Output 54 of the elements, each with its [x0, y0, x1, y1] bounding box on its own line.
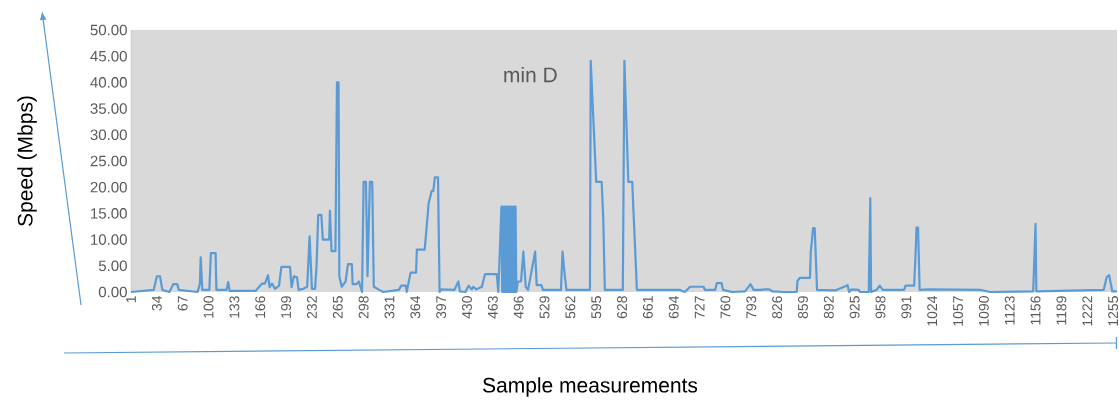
x-tick-label: 826 [772, 296, 783, 319]
x-tick-label: 67 [177, 296, 188, 311]
x-tick-label: 1222 [1082, 296, 1093, 326]
y-tick-label: 35.00 [90, 103, 127, 114]
y-tick-label: 20.00 [90, 181, 127, 193]
x-tick-label: 661 [642, 296, 653, 319]
x-tick-label: 1189 [1056, 296, 1067, 325]
x-tick-label: 727 [694, 296, 705, 319]
x-tick-label: 595 [591, 296, 602, 319]
x-tick-label: 232 [306, 296, 317, 319]
x-tick-label: 1057 [953, 296, 963, 326]
x-axis-title: Sample measurements [483, 377, 698, 397]
x-tick-label: 1090 [978, 296, 989, 326]
y-tick-label: 30.00 [90, 129, 127, 141]
y-tick-label: 0.00 [98, 286, 127, 298]
x-tick-label: 496 [513, 296, 524, 319]
x-tick-label: 628 [617, 296, 628, 319]
x-tick-label: 1024 [927, 295, 938, 326]
x-tick-label: 760 [720, 296, 731, 319]
x-tick-label: 331 [384, 296, 395, 319]
x-tick-label: 430 [462, 296, 472, 319]
y-axis-title: Speed (Mbps) [17, 96, 37, 226]
x-tick-label: 1156 [1030, 296, 1041, 325]
x-tick-label: 529 [539, 296, 550, 319]
y-tick-label: 5.00 [98, 260, 127, 272]
x-tick-label: 859 [797, 296, 808, 319]
y-tick-label: 15.00 [91, 208, 127, 219]
y-tick-label: 10.00 [91, 234, 127, 245]
x-tick-label: 364 [410, 295, 421, 319]
y-tick-label: 25.00 [90, 155, 127, 167]
x-tick-label: 1123 [1004, 296, 1015, 325]
x-tick-label: 892 [823, 296, 834, 319]
x-tick-label: 1 [126, 296, 136, 303]
x-tick-label: 133 [229, 296, 240, 318]
x-tick-label: 265 [332, 296, 343, 319]
line-series [129, 59, 1119, 294]
x-tick-label: 958 [875, 296, 886, 319]
x-tick-label: 694 [668, 295, 679, 319]
x-tick-label: 562 [565, 296, 576, 319]
x-tick-label: 925 [849, 296, 860, 319]
x-tick-label: 463 [487, 296, 498, 319]
x-tick-label: 199 [281, 296, 292, 318]
x-tick-label: 1255 [1108, 296, 1119, 326]
y-tick-label: 45.00 [90, 50, 127, 62]
y-tick-label: 40.00 [90, 77, 127, 88]
x-tick-label: 34 [151, 295, 162, 311]
annotation: min D [504, 66, 557, 83]
x-tick-label: 166 [255, 296, 266, 318]
x-tick-label: 100 [203, 296, 214, 318]
x-tick-label: 793 [746, 296, 757, 319]
x-tick-label: 397 [436, 296, 447, 319]
x-tick-label: 298 [358, 296, 369, 319]
x-tick-label: 991 [901, 296, 912, 319]
y-tick-label: 50.00 [90, 24, 127, 36]
